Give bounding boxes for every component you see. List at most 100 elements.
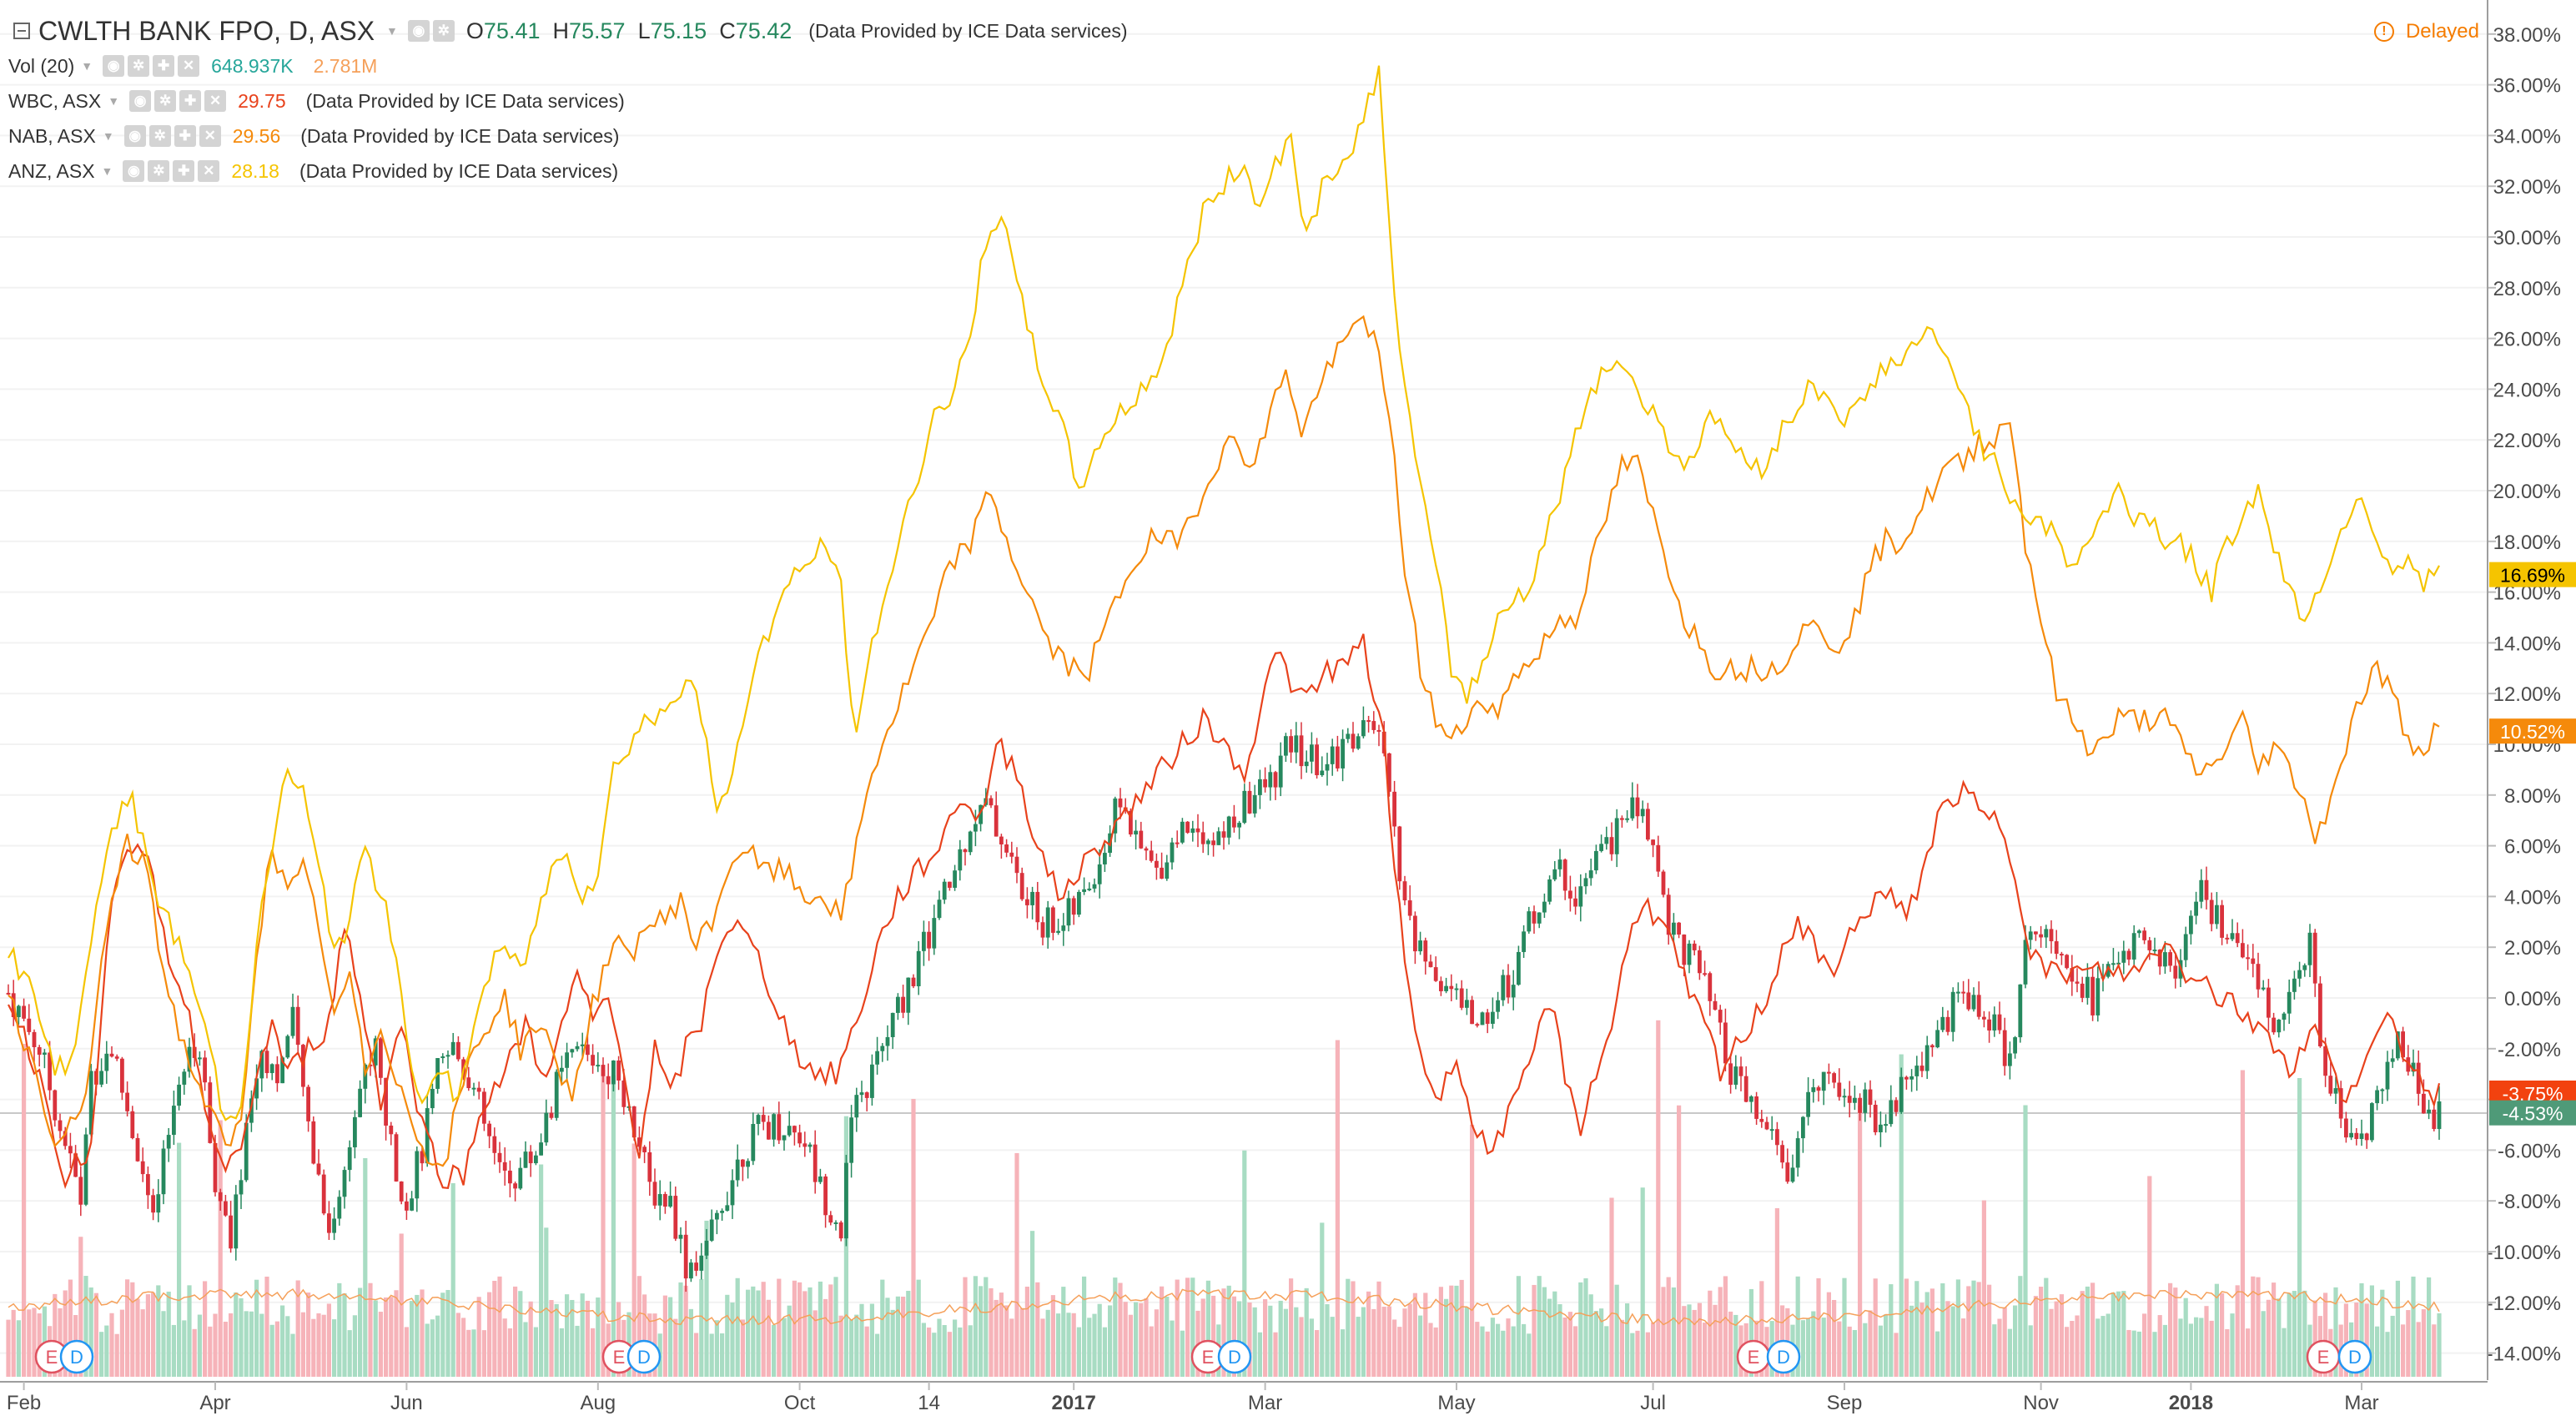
legend-row: WBC, ASX ▼ ◉ ✲ ✚ ✕ 29.75 (Data Provided by ICE … [8, 83, 1128, 118]
candle-body [394, 1134, 399, 1182]
volume-bar [1516, 1276, 1521, 1377]
dividend-marker[interactable] [1766, 1339, 1801, 1374]
candle-body [1992, 1014, 1997, 1030]
gear-icon[interactable]: ✲ [432, 20, 455, 42]
y-tick-label: -8.00% [2498, 1191, 2561, 1213]
volume-bar [1361, 1307, 1366, 1377]
volume-bar [2230, 1313, 2235, 1377]
volume-bar [756, 1290, 761, 1377]
volume-bar [1940, 1283, 1945, 1377]
eye-icon[interactable]: ◉ [123, 160, 145, 182]
candle-body [1821, 1071, 1826, 1091]
chevron-down-icon[interactable]: ▼ [101, 164, 113, 178]
dividend-marker[interactable] [626, 1339, 662, 1374]
symbol-title[interactable]: CWLTH BANK FPO, D, ASX [38, 15, 375, 46]
volume-bar [1247, 1302, 1252, 1377]
volume-bar [1392, 1319, 1397, 1377]
volume-bar [714, 1320, 719, 1377]
eye-icon[interactable]: ◉ [123, 125, 146, 147]
volume-bar [1748, 1288, 1753, 1377]
candle-body [125, 1092, 129, 1111]
volume-bar [2070, 1321, 2075, 1377]
legend-series-name[interactable]: NAB, ASX [8, 124, 96, 147]
x-tick-label: 2018 [2169, 1392, 2213, 1414]
chevron-down-icon[interactable]: ▼ [102, 129, 114, 143]
candle-body [896, 996, 900, 1013]
candle-body [1971, 995, 1976, 1010]
legend-series-name[interactable]: ANZ, ASX [8, 159, 95, 182]
candle-body [989, 798, 994, 806]
y-tick-label: 8.00% [2504, 785, 2561, 808]
candle-body [2261, 987, 2266, 990]
candle-body [2085, 976, 2090, 998]
candle-body [1698, 950, 1702, 974]
dividend-marker[interactable] [2337, 1339, 2372, 1374]
volume-bar [1656, 1020, 1661, 1377]
volume-bar [1335, 1040, 1340, 1377]
eye-icon[interactable]: ◉ [103, 55, 125, 77]
candle-body [1061, 925, 1066, 931]
chevron-down-icon[interactable]: ▼ [386, 24, 398, 38]
gear-icon[interactable]: ✲ [154, 90, 177, 112]
candle-body [782, 1135, 787, 1141]
chevron-down-icon[interactable]: ▼ [81, 59, 93, 73]
volume-bar [1118, 1282, 1123, 1377]
volume-bar [746, 1289, 751, 1377]
volume-bar [792, 1280, 797, 1377]
volume-bar [1976, 1282, 1981, 1377]
volume-bar [1050, 1295, 1055, 1377]
eye-icon[interactable]: ◉ [129, 90, 152, 112]
chevron-down-icon[interactable]: ▼ [108, 94, 120, 108]
close-icon[interactable]: ✕ [199, 125, 221, 147]
candle-body [2323, 1046, 2327, 1076]
volume-bar [1821, 1318, 1826, 1377]
dividend-marker[interactable] [1217, 1339, 1252, 1374]
gear-icon[interactable]: ✲ [148, 160, 170, 182]
volume-bar [591, 1328, 596, 1377]
candle-body [802, 1143, 808, 1147]
volume-bar [306, 1293, 311, 1377]
candle-body [2168, 952, 2172, 966]
candle-body [1956, 991, 1960, 994]
volume-bar [1583, 1278, 1588, 1377]
volume-bar [1795, 1276, 1800, 1377]
marker-label: D [70, 1347, 83, 1368]
volume-bar [187, 1285, 192, 1377]
candle-body [1594, 850, 1598, 871]
plus-icon[interactable]: ✚ [174, 125, 196, 147]
gear-icon[interactable]: ✲ [128, 55, 150, 77]
candle-body [513, 1183, 517, 1189]
delayed-badge[interactable]: ! Delayed [2373, 20, 2479, 43]
time-axis[interactable]: Feb Apr Jun Aug Oct 14 2017 Mar May Jul Sep Nov 2018… [0, 1380, 2576, 1421]
legend-series-name[interactable]: WBC, ASX [8, 89, 102, 112]
volume-bar [1961, 1318, 1966, 1377]
close-icon[interactable]: ✕ [178, 55, 200, 77]
plus-icon[interactable]: ✚ [173, 160, 195, 182]
plus-icon[interactable]: ✚ [153, 55, 175, 77]
volume-bar [1428, 1323, 1433, 1377]
volume-bar [1687, 1304, 1692, 1377]
candle-body [787, 1126, 792, 1136]
x-tick-label: Oct [784, 1392, 816, 1414]
close-icon[interactable]: ✕ [204, 90, 227, 112]
candle-body [1025, 899, 1029, 905]
close-icon[interactable]: ✕ [198, 160, 220, 182]
volume-bar [1019, 1308, 1024, 1377]
dividend-marker[interactable] [59, 1339, 94, 1374]
eye-icon[interactable]: ◉ [407, 20, 430, 42]
candle-body [741, 1159, 745, 1167]
candle-body [2157, 950, 2162, 967]
candle-body [1511, 985, 1516, 998]
legend-row: NAB, ASX ▼ ◉ ✲ ✚ ✕ 29.56 (Data Provided by ICE … [8, 118, 1128, 154]
volume-bar [440, 1293, 445, 1377]
gear-icon[interactable]: ✲ [148, 125, 171, 147]
volume-bar [1532, 1284, 1537, 1377]
collapse-legend-button[interactable] [13, 23, 30, 39]
candle-body [2312, 932, 2317, 984]
candle-body [699, 1255, 704, 1271]
legend-series-name[interactable]: Vol (20) [8, 54, 75, 77]
plus-icon[interactable]: ✚ [179, 90, 202, 112]
candle-body [321, 1174, 326, 1214]
